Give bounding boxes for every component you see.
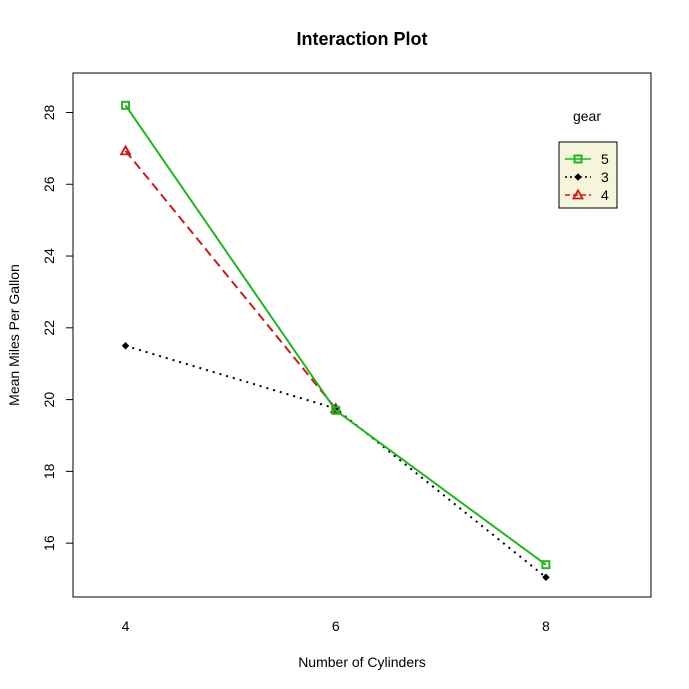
y-tick-label: 18 [41, 463, 57, 479]
legend-marker-3 [574, 173, 582, 181]
y-axis: 16 18 20 22 24 26 28 [41, 104, 73, 551]
plot-area [72, 72, 652, 598]
x-tick-label: 4 [122, 618, 130, 634]
series-line-3 [125, 344, 547, 579]
y-tick-label: 24 [41, 248, 57, 264]
legend-marker-5 [573, 154, 583, 164]
y-tick-label: 28 [41, 104, 57, 120]
y-tick-label: 26 [41, 176, 57, 192]
legend-marker-4 [571, 188, 585, 200]
data-point-5 [541, 560, 551, 570]
legend: 5 3 4 [558, 141, 618, 209]
x-tick-label: 6 [332, 618, 340, 634]
legend-title: gear [573, 108, 601, 124]
legend-label-4: 4 [601, 187, 609, 203]
y-tick-label: 22 [41, 320, 57, 336]
data-point-5 [331, 405, 341, 415]
y-tick-label: 16 [41, 535, 57, 551]
data-point-4 [119, 144, 132, 156]
y-axis-label: Mean Miles Per Gallon [6, 264, 22, 406]
series-line-4 [124, 150, 337, 410]
x-axis-label: Number of Cylinders [298, 654, 426, 670]
data-point-5 [121, 100, 131, 110]
series-layer [119, 100, 551, 581]
data-point-3 [121, 342, 130, 350]
series-line-5 [124, 104, 547, 566]
x-axis: 4 6 8 [122, 618, 550, 634]
data-point-3 [542, 573, 550, 581]
legend-label-3: 3 [601, 169, 609, 185]
chart-title: Interaction Plot [296, 29, 427, 49]
legend-box [558, 141, 618, 209]
x-tick-label: 8 [542, 618, 550, 634]
y-tick-label: 20 [41, 392, 57, 408]
legend-label-5: 5 [601, 151, 609, 167]
